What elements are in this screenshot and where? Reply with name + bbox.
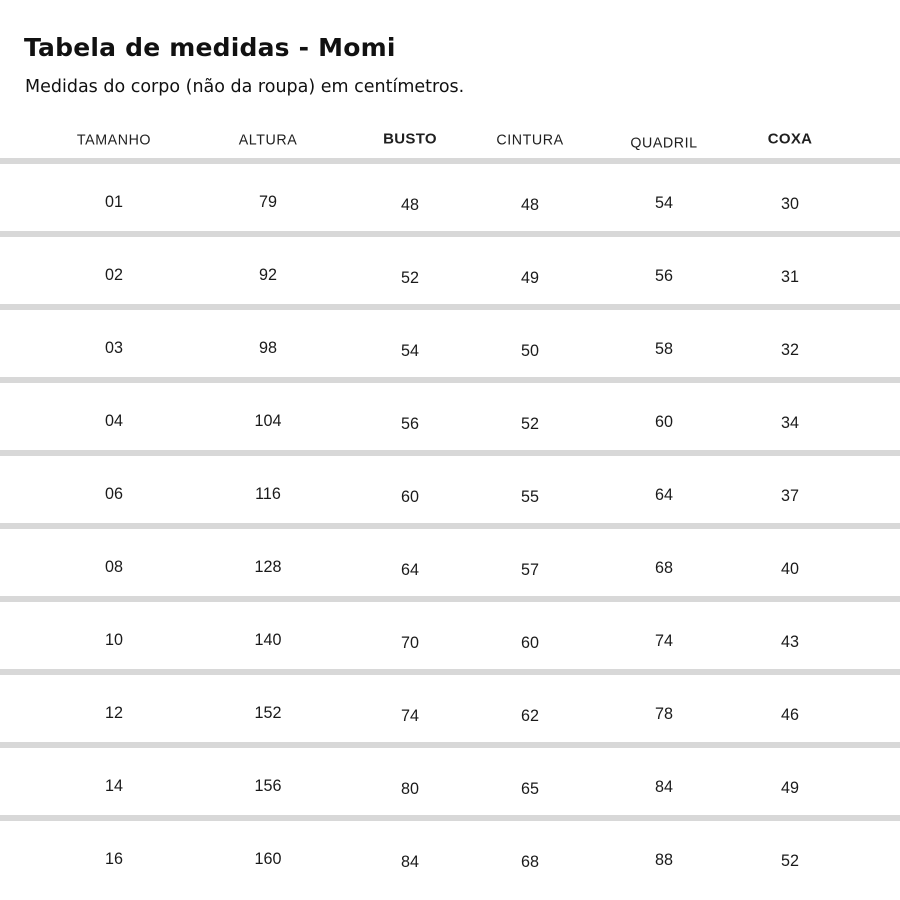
cell-busto: 64 [401,560,419,579]
cell-quadril: 60 [655,412,673,431]
cell-coxa: 32 [781,340,799,359]
table-row: 16 160 84 68 88 52 [0,815,900,888]
cell-busto: 54 [401,341,419,360]
cell-coxa: 52 [781,851,799,870]
cell-tamanho: 10 [105,630,123,649]
column-header-busto: BUSTO [383,130,437,148]
table-row: 12 152 74 62 78 46 [0,669,900,742]
cell-altura: 92 [259,265,277,284]
cell-altura: 160 [254,849,282,868]
cell-coxa: 40 [781,559,799,578]
cell-busto: 70 [401,633,419,652]
cell-quadril: 78 [655,704,673,723]
size-table: 01 79 48 48 54 30 02 92 52 49 56 31 03 9… [0,158,900,888]
cell-tamanho: 12 [105,703,123,722]
cell-cintura: 60 [521,633,539,652]
cell-cintura: 48 [521,195,539,214]
cell-cintura: 57 [521,560,539,579]
cell-busto: 52 [401,268,419,287]
cell-tamanho: 16 [105,849,123,868]
cell-altura: 116 [255,484,281,503]
cell-tamanho: 02 [105,265,123,284]
table-row: 14 156 80 65 84 49 [0,742,900,815]
cell-coxa: 31 [781,267,799,286]
table-row: 02 92 52 49 56 31 [0,231,900,304]
column-header-quadril: QUADRIL [630,134,698,152]
cell-tamanho: 08 [105,557,123,576]
cell-busto: 84 [401,852,419,871]
cell-busto: 60 [401,487,419,506]
column-header-altura: ALTURA [238,131,298,149]
cell-tamanho: 14 [105,776,123,795]
column-header-coxa: COXA [767,130,813,148]
cell-cintura: 55 [521,487,539,506]
cell-coxa: 49 [781,778,799,797]
cell-altura: 104 [254,411,282,430]
cell-quadril: 68 [655,558,673,577]
cell-altura: 152 [254,703,282,722]
cell-cintura: 62 [521,706,539,725]
cell-cintura: 65 [521,779,539,798]
cell-tamanho: 01 [105,192,123,211]
cell-coxa: 46 [781,705,799,724]
page-title: Tabela de medidas - Momi [24,33,396,62]
cell-coxa: 37 [781,486,799,505]
table-header-row: TAMANHO ALTURA BUSTO CINTURA QUADRIL COX… [0,120,900,158]
cell-busto: 48 [401,195,419,214]
table-row: 10 140 70 60 74 43 [0,596,900,669]
cell-cintura: 50 [521,341,539,360]
cell-cintura: 68 [521,852,539,871]
cell-busto: 80 [401,779,419,798]
cell-quadril: 74 [655,631,673,650]
cell-cintura: 49 [521,268,539,287]
column-header-tamanho: TAMANHO [76,131,152,149]
cell-altura: 98 [259,338,277,357]
cell-cintura: 52 [521,414,539,433]
cell-altura: 128 [254,557,282,576]
cell-tamanho: 04 [105,411,123,430]
table-row: 04 104 56 52 60 34 [0,377,900,450]
cell-coxa: 43 [781,632,799,651]
cell-quadril: 56 [655,266,673,285]
table-row: 03 98 54 50 58 32 [0,304,900,377]
table-row: 01 79 48 48 54 30 [0,158,900,231]
column-header-cintura: CINTURA [496,131,564,149]
cell-altura: 140 [254,630,282,649]
cell-busto: 74 [401,706,419,725]
cell-coxa: 34 [781,413,799,432]
cell-quadril: 64 [655,485,673,504]
cell-quadril: 58 [655,339,673,358]
table-row: 08 128 64 57 68 40 [0,523,900,596]
cell-quadril: 84 [655,777,673,796]
cell-altura: 156 [254,776,282,795]
cell-busto: 56 [401,414,419,433]
cell-coxa: 30 [781,194,799,213]
table-row: 06 116 60 55 64 37 [0,450,900,523]
cell-quadril: 88 [655,850,673,869]
cell-quadril: 54 [655,193,673,212]
page-subtitle: Medidas do corpo (não da roupa) em centí… [25,77,465,97]
cell-altura: 79 [259,192,277,211]
cell-tamanho: 06 [105,484,123,503]
cell-tamanho: 03 [105,338,123,357]
